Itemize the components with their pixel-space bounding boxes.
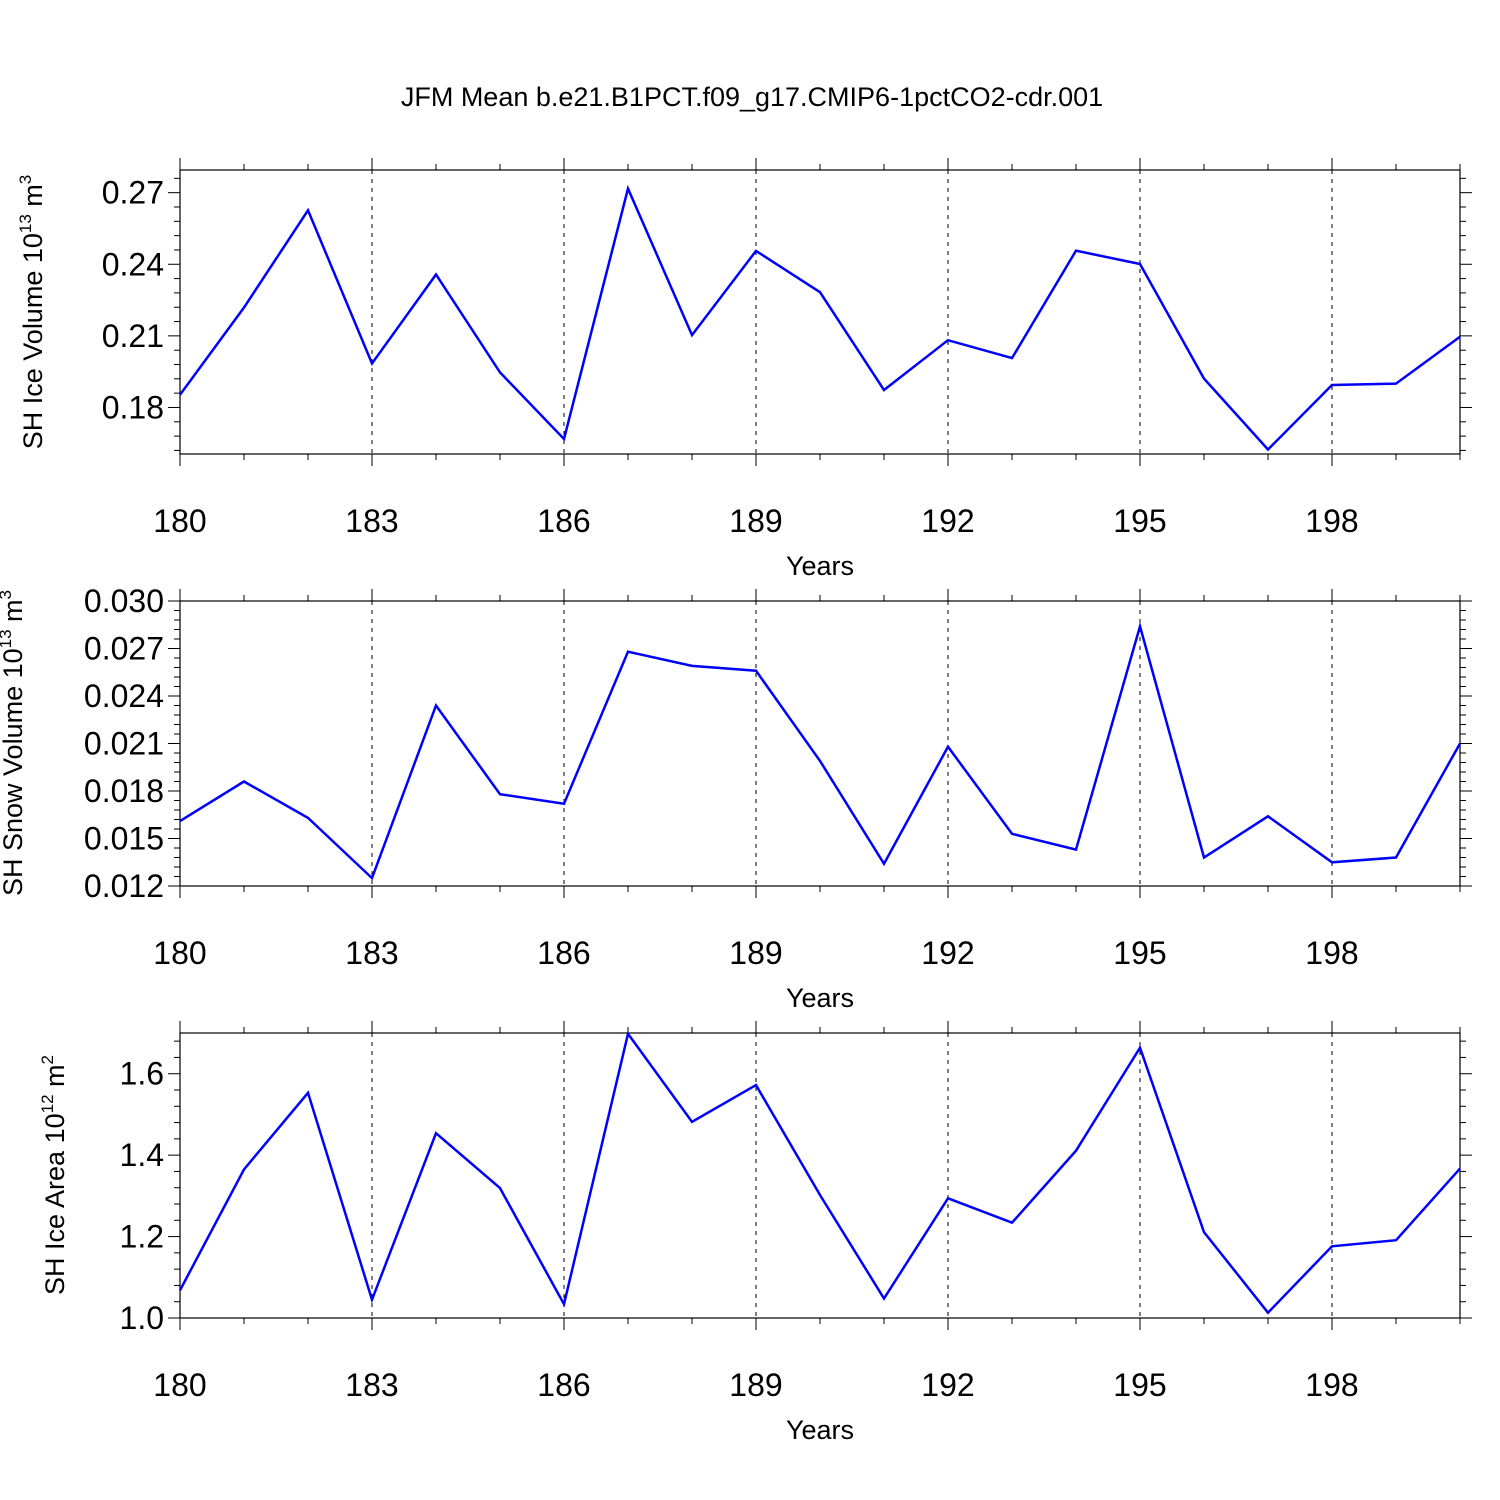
panel-3-y-axis-label-exponent: 12 bbox=[38, 1094, 57, 1113]
panel-3-series-line-0 bbox=[178, 1030, 1461, 1315]
panel-2-x-tick-label-0: 180 bbox=[153, 935, 206, 971]
panel-2-y-ticks bbox=[168, 600, 1472, 887]
chart-panel-1: 180 183 186 189 192 195 198 0.18 0.21 0.24 0.27 Yea… bbox=[16, 158, 1472, 581]
panel-2-x-tick-label-4: 192 bbox=[921, 935, 974, 971]
panel-2-series-line-0 bbox=[179, 621, 1462, 881]
panel-1-x-tick-label-6: 198 bbox=[1305, 503, 1358, 539]
panel-3-x-tick-label-2: 186 bbox=[537, 1367, 590, 1403]
panel-2-x-tick-label-1: 183 bbox=[345, 935, 398, 971]
panel-2-y-axis-label-exponent: 13 bbox=[0, 629, 15, 648]
panel-3-y-axis-label-unit: m bbox=[40, 1064, 70, 1094]
panel-3-x-tick-label-3: 189 bbox=[729, 1367, 782, 1403]
panel-1-x-tick-label-2: 186 bbox=[537, 503, 590, 539]
panel-3-y-axis-label-text: SH Ice Area 10 bbox=[40, 1113, 70, 1295]
panel-3-x-ticks bbox=[179, 1021, 1461, 1330]
panel-1-y-tick-label-3: 0.27 bbox=[102, 175, 164, 211]
panel-2-y-tick-label-2: 0.018 bbox=[84, 773, 164, 809]
panel-2-y-axis-label-unit-exponent: 3 bbox=[0, 590, 15, 599]
panel-1-y-axis-label-text: SH Ice Volume 10 bbox=[18, 233, 48, 449]
panel-1-x-ticks bbox=[179, 158, 1461, 466]
chart-panel-2: 180 183 186 189 192 195 198 0.012 0.015 0.018 0.02… bbox=[0, 583, 1472, 1013]
panel-3-x-tick-label-4: 192 bbox=[921, 1367, 974, 1403]
panel-3-y-axis-label: SH Ice Area 1012 m2 bbox=[38, 1055, 70, 1295]
panel-2-y-axis-label-text: SH Snow Volume 10 bbox=[0, 648, 28, 896]
chart-panel-3: 180 183 186 189 192 195 198 1.0 1.2 1.4 1.6 Years SH… bbox=[38, 1021, 1472, 1445]
panel-2-y-tick-label-6: 0.030 bbox=[84, 583, 164, 619]
panel-1-x-axis-label: Years bbox=[786, 551, 854, 581]
panel-3-x-axis-label: Years bbox=[786, 1415, 854, 1445]
panel-3-y-tick-label-0: 1.0 bbox=[120, 1300, 164, 1336]
panel-3-y-tick-label-3: 1.6 bbox=[120, 1056, 164, 1092]
panel-3-y-axis-label-unit-exponent: 2 bbox=[38, 1055, 57, 1064]
panel-3-y-ticks bbox=[168, 1040, 1472, 1319]
panel-1-plot-frame bbox=[179, 169, 1461, 455]
panel-3-y-tick-label-2: 1.4 bbox=[120, 1137, 164, 1173]
panel-2-x-ticks bbox=[179, 589, 1461, 898]
panels: 180 183 186 189 192 195 198 0.18 0.21 0.24 0.27 Yea… bbox=[0, 158, 1472, 1445]
panel-2-y-tick-label-3: 0.021 bbox=[84, 726, 164, 762]
panel-2-x-tick-label-5: 195 bbox=[1113, 935, 1166, 971]
panel-3-x-tick-label-1: 183 bbox=[345, 1367, 398, 1403]
panel-3-x-tick-label-0: 180 bbox=[153, 1367, 206, 1403]
panel-2-x-tick-label-3: 189 bbox=[729, 935, 782, 971]
panel-2-y-tick-label-0: 0.012 bbox=[84, 868, 164, 904]
panel-2-y-axis-label-unit: m bbox=[0, 599, 28, 629]
panel-1-y-tick-label-1: 0.21 bbox=[102, 318, 164, 354]
panel-3-x-tick-label-5: 195 bbox=[1113, 1367, 1166, 1403]
panel-1-series-line-0 bbox=[178, 184, 1461, 452]
panel-1-x-tick-label-3: 189 bbox=[729, 503, 782, 539]
panel-2-y-tick-label-5: 0.027 bbox=[84, 631, 164, 667]
figure-title: JFM Mean b.e21.B1PCT.f09_g17.CMIP6-1pctC… bbox=[401, 82, 1103, 112]
panel-2-x-axis-label: Years bbox=[786, 983, 854, 1013]
panel-1-x-tick-label-4: 192 bbox=[921, 503, 974, 539]
panel-1-y-tick-label-2: 0.24 bbox=[102, 246, 164, 282]
panel-2-y-tick-label-4: 0.024 bbox=[84, 678, 164, 714]
panel-1-x-tick-label-1: 183 bbox=[345, 503, 398, 539]
panel-3-plot-frame bbox=[179, 1032, 1461, 1319]
panel-3-x-tick-label-6: 198 bbox=[1305, 1367, 1358, 1403]
panel-1-x-tick-label-0: 180 bbox=[153, 503, 206, 539]
panel-2-y-axis-label: SH Snow Volume 1013 m3 bbox=[0, 590, 28, 896]
panel-1-y-axis-label: SH Ice Volume 1013 m3 bbox=[16, 175, 48, 450]
panel-1-x-tick-label-5: 195 bbox=[1113, 503, 1166, 539]
panel-1-y-axis-label-exponent: 13 bbox=[16, 214, 35, 233]
panel-3-y-tick-label-1: 1.2 bbox=[120, 1219, 164, 1255]
panel-2-y-tick-label-1: 0.015 bbox=[84, 821, 164, 857]
panel-2-plot-frame bbox=[179, 600, 1461, 887]
panel-2-x-tick-label-6: 198 bbox=[1305, 935, 1358, 971]
panel-1-y-axis-label-unit: m bbox=[18, 184, 48, 214]
panel-2-x-tick-label-2: 186 bbox=[537, 935, 590, 971]
panel-1-y-tick-label-0: 0.18 bbox=[102, 389, 164, 425]
panel-1-y-ticks bbox=[168, 177, 1472, 451]
panel-1-y-axis-label-unit-exponent: 3 bbox=[16, 175, 35, 184]
